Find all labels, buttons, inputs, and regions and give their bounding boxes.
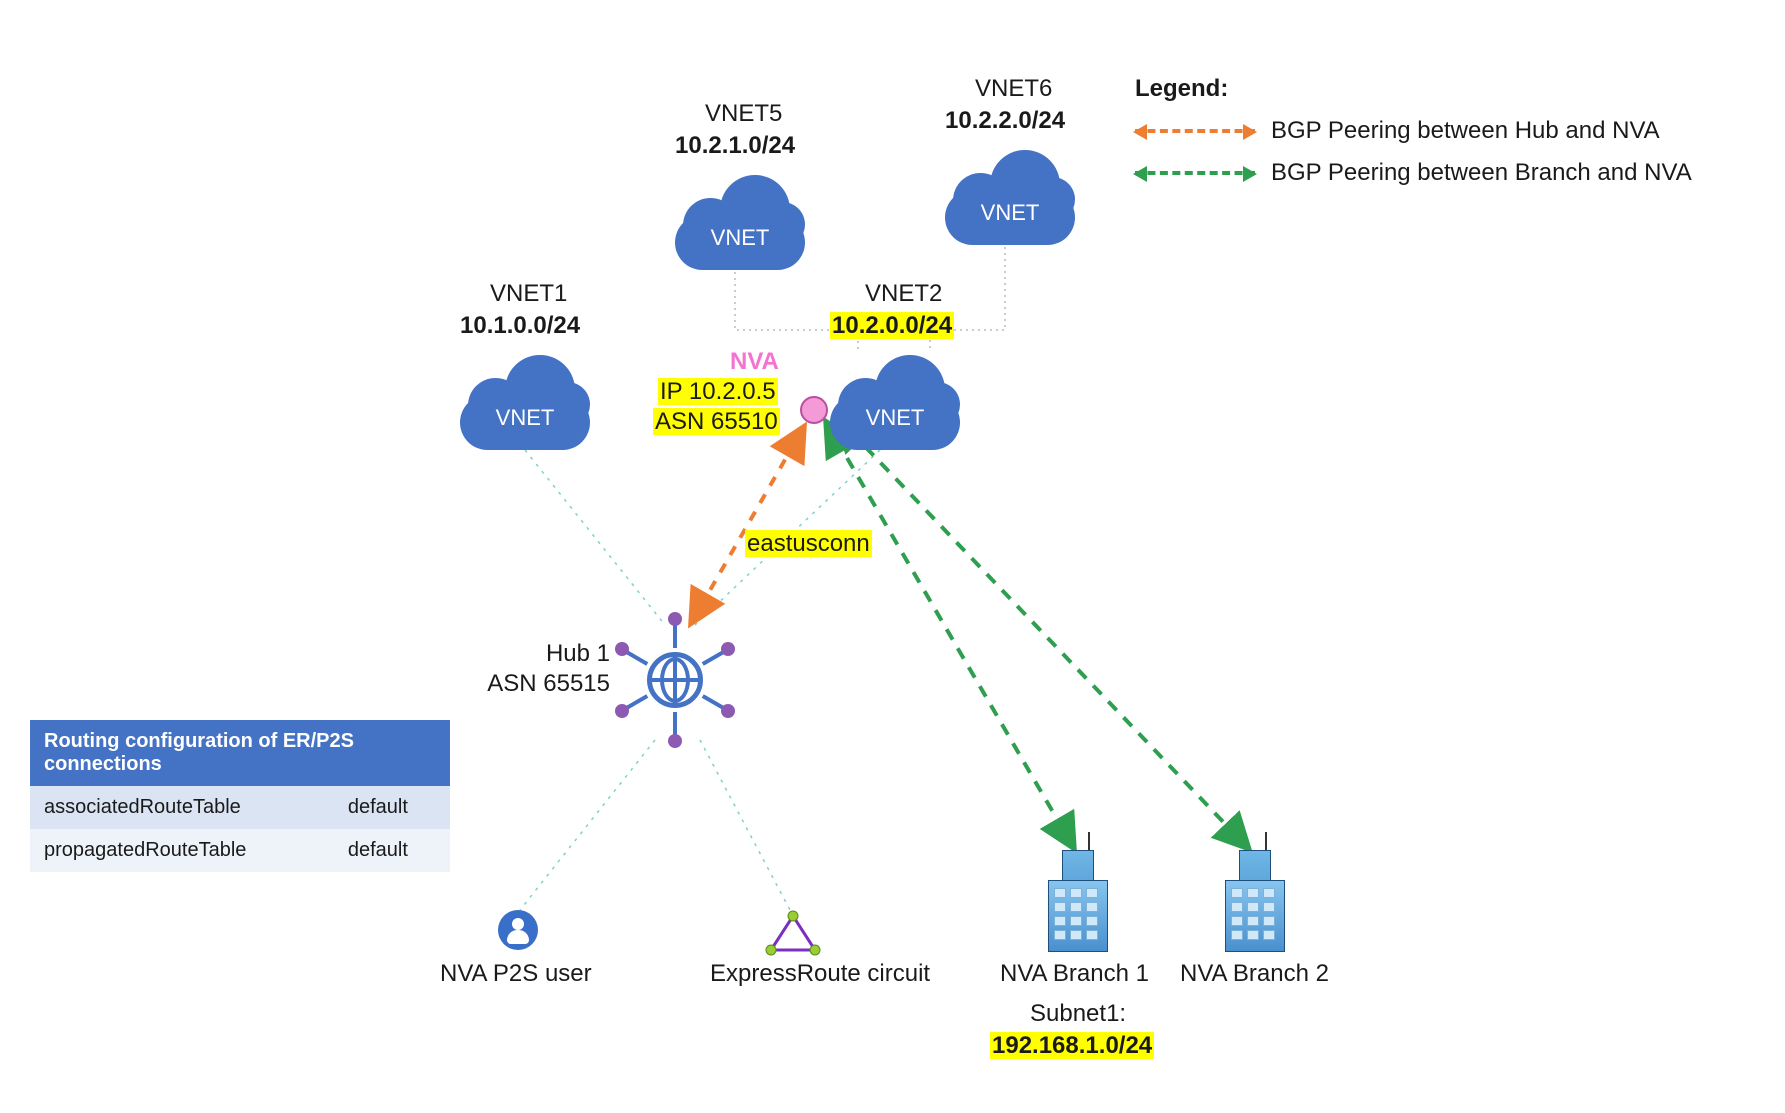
cloud-vnet2-glyph: VNET xyxy=(820,405,970,431)
rt-row1-key: propagatedRouteTable xyxy=(30,829,334,872)
vnet2-cidr: 10.2.0.0/24 xyxy=(830,312,954,339)
p2s-label: NVA P2S user xyxy=(440,960,592,988)
nva-asn-wrap: ASN 65510 xyxy=(653,408,780,436)
conn-label: eastusconn xyxy=(745,530,872,557)
branch1-subnet: 192.168.1.0/24 xyxy=(990,1032,1154,1059)
p2s-user-icon xyxy=(498,910,538,950)
branch1-label: NVA Branch 1 xyxy=(1000,960,1149,988)
nva-ip-wrap: IP 10.2.0.5 xyxy=(658,378,778,406)
diagram-stage: VNET1 10.1.0.0/24 VNET VNET5 10.2.1.0/24… xyxy=(0,0,1785,1113)
nva-asn: ASN 65510 xyxy=(653,408,780,435)
vnet6-cidr: 10.2.2.0/24 xyxy=(945,107,1065,135)
expressroute-icon xyxy=(765,910,821,958)
hub-line2: ASN 65515 xyxy=(480,670,610,698)
routing-config-table: Routing configuration of ER/P2S connecti… xyxy=(30,720,450,872)
legend-hub-nva: BGP Peering between Hub and NVA xyxy=(1271,117,1660,145)
cloud-vnet2: VNET xyxy=(820,350,970,450)
vnet6-name: VNET6 xyxy=(975,75,1052,103)
branch1-subnet-wrap: 192.168.1.0/24 xyxy=(990,1032,1154,1060)
cloud-vnet1: VNET xyxy=(450,350,600,450)
hub-icon xyxy=(615,620,735,740)
legend: Legend: BGP Peering between Hub and NVA … xyxy=(1135,75,1692,201)
nva-label: NVA xyxy=(730,348,779,376)
vnet1-cidr: 10.1.0.0/24 xyxy=(460,312,580,340)
vnet2-cidr-wrap: 10.2.0.0/24 xyxy=(830,312,954,340)
hub-line1: Hub 1 xyxy=(480,640,610,668)
legend-title: Legend: xyxy=(1135,75,1692,103)
er-label: ExpressRoute circuit xyxy=(710,960,930,988)
rt-row0-key: associatedRouteTable xyxy=(30,786,334,829)
cloud-vnet5: VNET xyxy=(665,170,815,270)
cloud-vnet6: VNET xyxy=(935,145,1085,245)
legend-arrow-green-icon xyxy=(1135,171,1255,175)
cloud-vnet6-glyph: VNET xyxy=(935,200,1085,226)
cloud-vnet1-glyph: VNET xyxy=(450,405,600,431)
branch2-building-icon xyxy=(1225,850,1283,950)
rt-row1-val: default xyxy=(334,829,450,872)
conn-label-wrap: eastusconn xyxy=(745,530,872,558)
vnet5-name: VNET5 xyxy=(705,100,782,128)
legend-arrow-orange-icon xyxy=(1135,129,1255,133)
legend-branch-nva: BGP Peering between Branch and NVA xyxy=(1271,159,1692,187)
vnet5-cidr: 10.2.1.0/24 xyxy=(675,132,795,160)
branch2-label: NVA Branch 2 xyxy=(1180,960,1329,988)
table-row: propagatedRouteTable default xyxy=(30,829,450,872)
nva-ip: IP 10.2.0.5 xyxy=(658,378,778,405)
table-row: associatedRouteTable default xyxy=(30,786,450,829)
vnet2-name: VNET2 xyxy=(865,280,942,308)
branch1-subnet-label: Subnet1: xyxy=(1030,1000,1126,1028)
branch1-building-icon xyxy=(1048,850,1106,950)
rt-header: Routing configuration of ER/P2S connecti… xyxy=(30,720,450,786)
nva-node-icon xyxy=(800,396,828,424)
rt-row0-val: default xyxy=(334,786,450,829)
cloud-vnet5-glyph: VNET xyxy=(665,225,815,251)
vnet1-name: VNET1 xyxy=(490,280,567,308)
